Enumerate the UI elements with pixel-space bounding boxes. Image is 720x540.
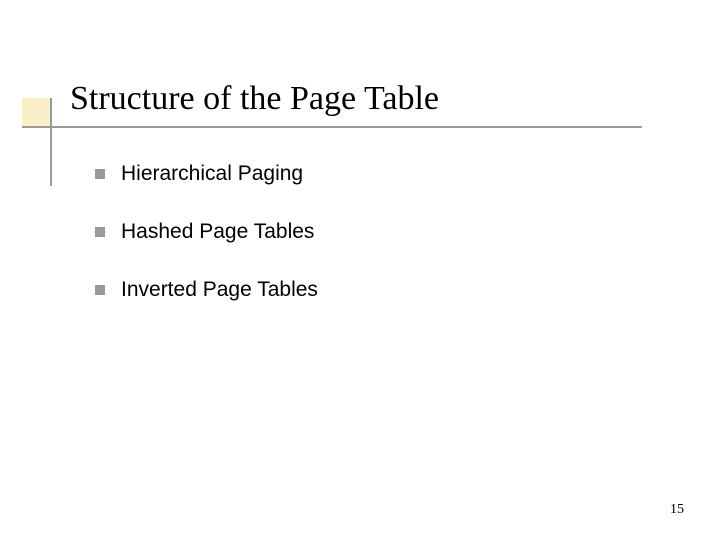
accent-block xyxy=(22,98,52,128)
list-item: Hashed Page Tables xyxy=(95,220,318,244)
bullet-list: Hierarchical Paging Hashed Page Tables I… xyxy=(95,162,318,336)
square-bullet-icon xyxy=(95,169,105,179)
bullet-label: Hierarchical Paging xyxy=(121,162,303,186)
accent-horizontal-line xyxy=(22,126,642,128)
bullet-label: Hashed Page Tables xyxy=(121,220,314,244)
bullet-label: Inverted Page Tables xyxy=(121,278,318,302)
square-bullet-icon xyxy=(95,285,105,295)
square-bullet-icon xyxy=(95,227,105,237)
list-item: Hierarchical Paging xyxy=(95,162,318,186)
accent-vertical-line xyxy=(50,98,52,186)
list-item: Inverted Page Tables xyxy=(95,278,318,302)
page-number: 15 xyxy=(670,502,684,518)
slide-title: Structure of the Page Table xyxy=(70,80,439,118)
